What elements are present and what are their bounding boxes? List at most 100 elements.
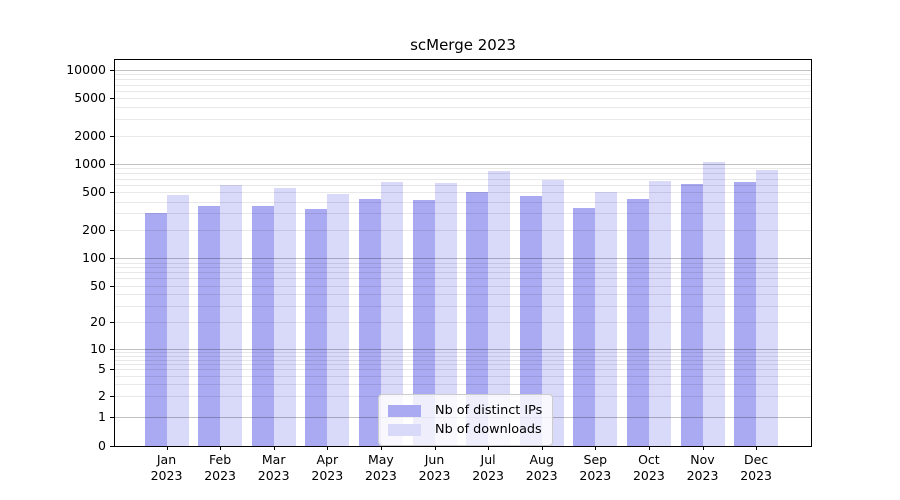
y-tick-label-50: 50 [90,277,106,293]
x-tick-label-year: 2023 [472,468,504,483]
bar-distinct-ips-feb [198,205,221,446]
bar-downloads-aug [541,180,564,446]
x-tick-label-year: 2023 [311,468,344,483]
x-tick-label-apr: Apr 2023 [285,452,369,484]
y-tick-mark-2000 [110,135,114,137]
x-tick-label-year: 2023 [525,468,558,483]
gridline-minor-6000 [115,90,811,92]
bar-distinct-ips-jul [466,192,489,446]
chart-title: scMerge 2023 [410,36,516,54]
x-tick-label-month: Jun [424,452,445,467]
y-tick-mark-10000 [110,70,114,71]
x-tick-mark-jan [166,446,168,450]
y-tick-label-1000: 1000 [74,156,106,171]
x-tick-label-month: Apr [316,452,339,467]
x-tick-mark-dec [756,446,758,450]
gridline-minor-7000 [115,84,811,86]
x-tick-label-year: 2023 [257,468,290,483]
x-tick-label-jul: Jul 2023 [446,452,530,484]
x-tick-label-month: Sep [583,452,608,467]
x-tick-mark-jul [488,446,490,450]
x-tick-label-oct: Oct 2023 [607,452,691,484]
y-tick-mark-100 [110,258,114,260]
legend-label-distinct-ips: Nb of distinct IPs [435,403,543,418]
y-tick-label-5: 5 [98,361,106,377]
bar-downloads-apr [327,193,350,446]
x-tick-label-month: Oct [638,452,660,467]
legend-swatch-distinct-ips [388,404,421,417]
y-tick-label-10000: 10000 [66,62,106,77]
x-tick-label-month: Aug [529,452,554,467]
x-tick-label-year: 2023 [150,468,183,483]
x-tick-label-year: 2023 [364,468,397,483]
bar-downloads-feb [220,184,243,446]
legend-row-downloads: Nb of downloads [388,420,542,439]
legend-row-distinct-ips: Nb of distinct IPs [388,401,542,420]
y-tick-mark-200 [110,229,114,231]
x-tick-mark-jun [434,446,436,450]
legend-swatch-downloads [388,423,421,436]
y-tick-label-100: 100 [82,250,106,266]
bar-downloads-nov [702,162,725,446]
x-tick-label-year: 2023 [632,468,665,483]
bar-downloads-mar [273,187,296,446]
y-tick-mark-1 [110,416,114,418]
x-tick-label-jan: Jan 2023 [125,452,209,484]
x-tick-label-dec: Dec 2023 [714,452,798,484]
bar-downloads-jul [488,170,511,446]
x-tick-label-year: 2023 [740,468,772,483]
x-tick-label-mar: Mar 2023 [232,452,316,484]
bar-distinct-ips-dec [734,182,757,446]
x-tick-label-year: 2023 [418,468,451,483]
bar-distinct-ips-apr [305,209,328,446]
gridline-minor-2000 [115,135,811,137]
bar-downloads-oct [648,181,671,446]
y-tick-mark-2 [110,396,114,398]
legend: Nb of distinct IPs Nb of downloads [378,394,554,446]
y-tick-label-20: 20 [90,313,106,329]
x-tick-label-month: Nov [690,452,715,467]
gridline-major-10000 [115,70,811,71]
bar-distinct-ips-oct [626,199,649,446]
bar-distinct-ips-may [358,198,381,446]
y-tick-mark-500 [110,192,114,194]
gridline-minor-8000 [115,79,811,81]
y-tick-mark-1000 [110,164,114,165]
x-tick-mark-oct [648,446,650,450]
bar-downloads-jan [166,195,189,446]
x-tick-label-jun: Jun 2023 [393,452,477,484]
bar-downloads-may [380,182,403,446]
x-tick-label-month: Mar [261,452,286,467]
y-tick-label-500: 500 [82,184,106,200]
bar-downloads-dec [756,170,779,446]
x-tick-mark-mar [273,446,275,450]
gridline-minor-3000 [115,119,811,121]
x-tick-label-month: Jan [156,452,177,467]
bar-distinct-ips-mar [251,205,274,446]
y-tick-label-10: 10 [90,341,106,356]
y-tick-mark-5 [110,369,114,371]
y-tick-mark-50 [110,285,114,287]
x-tick-mark-feb [220,446,222,450]
bar-downloads-sep [595,191,618,446]
x-tick-mark-apr [327,446,329,450]
y-tick-mark-20 [110,321,114,323]
x-tick-label-month: Dec [743,452,769,467]
plot-area [114,59,812,447]
bar-distinct-ips-nov [680,183,703,446]
y-tick-mark-5000 [110,98,114,100]
y-tick-label-2: 2 [98,388,106,404]
x-tick-label-year: 2023 [579,468,612,483]
gridline-minor-5000 [115,98,811,100]
x-tick-mark-nov [702,446,704,450]
x-tick-label-feb: Feb 2023 [178,452,262,484]
bar-distinct-ips-sep [573,208,596,446]
y-tick-mark-0 [110,445,114,447]
y-tick-label-5000: 5000 [74,90,106,106]
x-tick-mark-sep [595,446,597,450]
gridline-minor-4000 [115,107,811,109]
x-tick-label-may: May 2023 [339,452,423,484]
x-tick-mark-aug [541,446,543,450]
x-tick-label-month: May [367,452,394,467]
